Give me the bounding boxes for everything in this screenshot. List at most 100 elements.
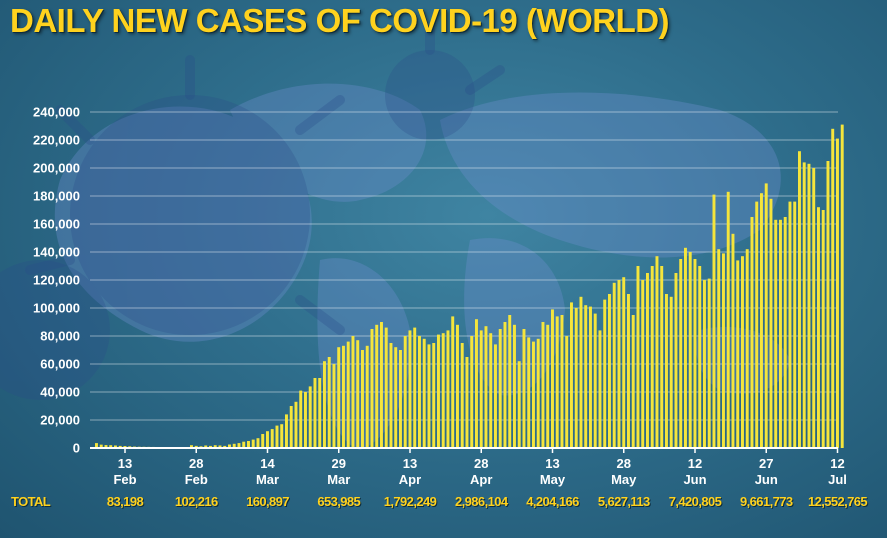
bar <box>650 266 654 448</box>
bar-series <box>95 124 844 449</box>
total-value: 83,198 <box>106 494 144 509</box>
bar <box>489 333 493 448</box>
bar <box>532 341 535 448</box>
bar <box>114 445 117 448</box>
y-tick-label: 120,000 <box>33 273 80 288</box>
bar <box>399 350 402 448</box>
bar <box>223 445 227 448</box>
bar <box>403 336 407 448</box>
bar <box>817 207 820 448</box>
bar <box>536 338 540 448</box>
bar <box>418 336 421 448</box>
bar <box>513 324 516 448</box>
total-value: 1,792,249 <box>383 494 437 509</box>
x-tick-month: Feb <box>185 472 208 487</box>
bar <box>574 308 578 448</box>
bar <box>589 306 592 448</box>
bar <box>703 280 706 448</box>
bar <box>342 345 345 448</box>
bar <box>361 350 364 448</box>
bar <box>693 259 697 448</box>
bar <box>712 194 716 448</box>
bar <box>413 327 417 448</box>
total-value: 9,661,773 <box>740 494 793 509</box>
bar <box>408 330 412 448</box>
x-tick-day: 28 <box>617 456 631 471</box>
bar <box>104 445 108 448</box>
bar-chart: 0 20,000 40,000 60,000 80,000 100,000 120,000 1… <box>33 111 847 487</box>
x-tick-month: Jul <box>828 472 847 487</box>
bar <box>593 313 597 448</box>
bar <box>655 256 659 448</box>
bar <box>446 330 450 448</box>
bar <box>394 347 398 448</box>
bar <box>470 336 474 448</box>
bar <box>498 329 502 448</box>
bar <box>437 334 440 448</box>
bar <box>665 294 668 448</box>
bar <box>570 302 573 448</box>
bar <box>118 445 122 448</box>
bar <box>717 249 721 448</box>
bar <box>289 406 293 448</box>
bar <box>218 445 222 448</box>
bar <box>365 345 369 448</box>
bar <box>598 330 602 448</box>
bar <box>688 252 692 448</box>
bar <box>722 253 725 448</box>
y-tick-label: 160,000 <box>33 217 80 232</box>
bar <box>318 378 322 448</box>
bar <box>346 341 350 448</box>
x-tick-day: 27 <box>759 456 773 471</box>
bar <box>821 210 825 448</box>
y-tick-label: 80,000 <box>40 329 80 344</box>
bar <box>389 343 393 448</box>
bar <box>731 233 735 448</box>
bar <box>736 260 740 448</box>
bar <box>299 390 303 448</box>
y-tick-label: 20,000 <box>40 413 80 428</box>
bar <box>190 445 193 448</box>
bar <box>99 444 103 448</box>
bar <box>741 256 744 448</box>
x-axis-ticks: 13Feb28Feb14Mar29Mar13Apr28Apr13May28May… <box>113 448 847 487</box>
x-tick-month: Feb <box>113 472 136 487</box>
y-tick-label: 200,000 <box>33 161 80 176</box>
bar <box>256 438 260 448</box>
bar <box>783 217 787 448</box>
bar <box>237 443 241 448</box>
bar <box>356 340 360 448</box>
bar <box>679 259 683 448</box>
bar <box>646 273 649 448</box>
bar <box>527 337 531 448</box>
bar <box>517 361 521 448</box>
bar <box>555 316 559 448</box>
x-tick-day: 13 <box>118 456 132 471</box>
bar <box>308 386 312 448</box>
bar <box>798 151 801 448</box>
gridlines <box>90 111 838 449</box>
bar <box>779 219 782 448</box>
y-tick-label: 220,000 <box>33 133 80 148</box>
bar <box>726 191 730 449</box>
total-value: 12,552,765 <box>807 494 868 509</box>
bar <box>707 278 711 448</box>
bar <box>551 309 554 448</box>
bar <box>641 280 645 448</box>
bar <box>247 441 250 448</box>
bar <box>764 183 768 448</box>
bar <box>270 429 274 448</box>
bar <box>617 280 621 448</box>
bar <box>332 364 336 448</box>
bar <box>427 344 431 448</box>
bar <box>836 138 839 448</box>
totals-row: TOTAL 83,198 102,216 160,897 653,985 1,792,2… <box>0 490 887 516</box>
bar <box>109 445 113 448</box>
bar <box>579 296 583 448</box>
bar <box>484 326 488 448</box>
bar <box>608 294 611 448</box>
x-tick-month: May <box>540 472 566 487</box>
x-tick-month: Mar <box>327 472 350 487</box>
bar <box>812 168 816 448</box>
